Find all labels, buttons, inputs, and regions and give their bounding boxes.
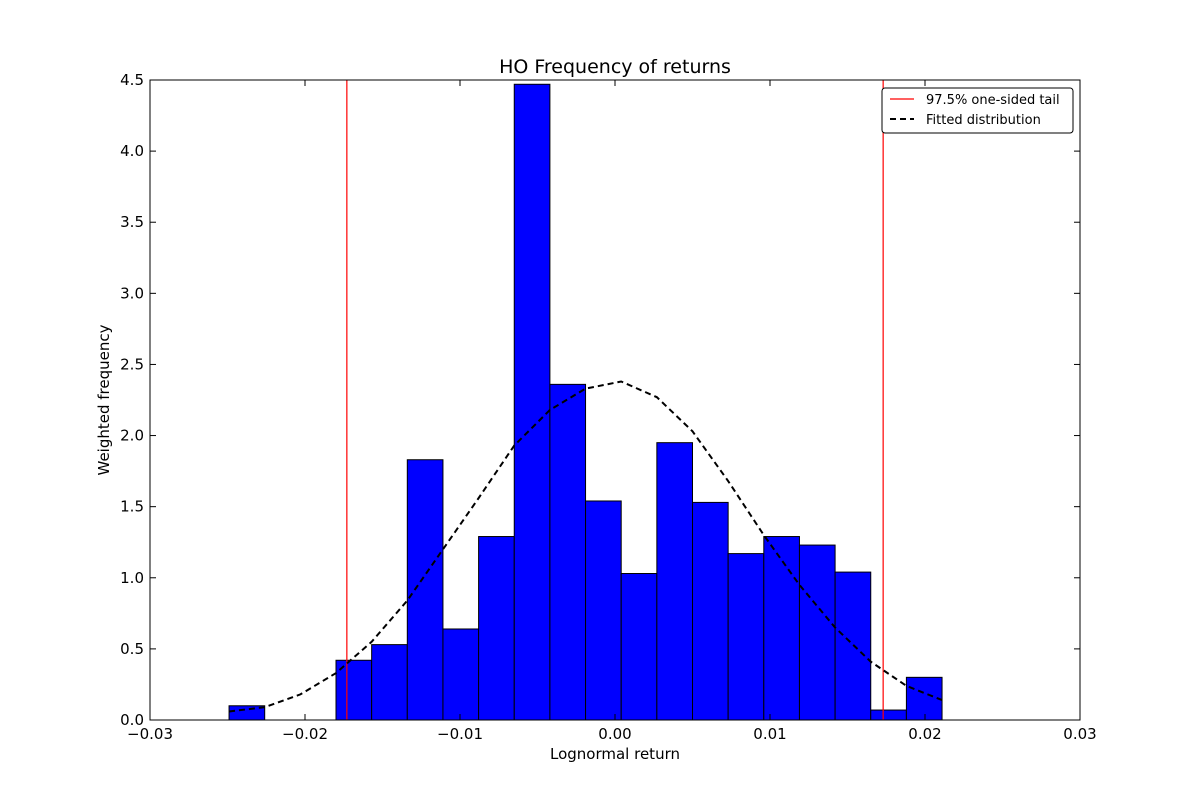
y-axis-title: Weighted frequency — [95, 324, 113, 475]
x-tick-label: 0.03 — [1063, 725, 1096, 743]
x-tick-label: −0.01 — [437, 725, 483, 743]
legend-label-fitted: Fitted distribution — [926, 113, 1041, 128]
histogram-bar — [513, 83, 551, 721]
histogram-bar — [406, 459, 444, 721]
histogram-bar — [727, 553, 765, 721]
histogram-bar — [585, 500, 622, 721]
x-tick-label: −0.03 — [127, 725, 173, 743]
histogram-bar — [620, 573, 658, 721]
y-tick-label: 1.0 — [120, 569, 144, 587]
legend-box — [881, 87, 1074, 134]
histogram-bars — [228, 83, 943, 721]
y-tick-label: 0.0 — [120, 711, 144, 729]
x-tick-label: −0.02 — [282, 725, 328, 743]
y-tick-label: 4.0 — [120, 142, 144, 160]
histogram-bar — [692, 501, 729, 721]
plot-frame — [149, 79, 1081, 721]
histogram-bar — [870, 709, 907, 721]
histogram-bar — [442, 628, 480, 721]
histogram-bar — [371, 644, 408, 721]
histogram-bar — [798, 544, 836, 721]
legend: 97.5% one-sided tail Fitted distribution — [881, 87, 1074, 134]
x-axis-title: Lognormal return — [550, 745, 680, 763]
histogram-bar — [549, 383, 587, 721]
fitted-distribution-line — [228, 380, 943, 713]
x-tick-label: 0.00 — [598, 725, 631, 743]
y-tick-label: 2.5 — [120, 355, 144, 373]
x-tick-label: 0.02 — [908, 725, 941, 743]
y-tick-label: 3.0 — [120, 284, 144, 302]
y-tick-label: 0.5 — [120, 640, 144, 658]
x-tick-label: 0.01 — [753, 725, 786, 743]
y-tick-label: 4.5 — [120, 71, 144, 89]
y-tick-label: 2.0 — [120, 427, 144, 445]
y-tick-label: 1.5 — [120, 498, 144, 516]
histogram-bar — [834, 571, 872, 721]
y-tick-label: 3.5 — [120, 213, 144, 231]
legend-label-tail: 97.5% one-sided tail — [926, 93, 1060, 108]
chart-title: HO Frequency of returns — [499, 56, 731, 78]
axis-ticks: −0.03 −0.02 −0.01 0.00 0.01 0.02 0.03 0.0 0.5 1.0… — [120, 71, 1097, 743]
chart-lines — [228, 80, 943, 720]
histogram-bar — [478, 536, 515, 721]
histogram-bar — [763, 536, 800, 721]
histogram-bar — [656, 442, 693, 721]
